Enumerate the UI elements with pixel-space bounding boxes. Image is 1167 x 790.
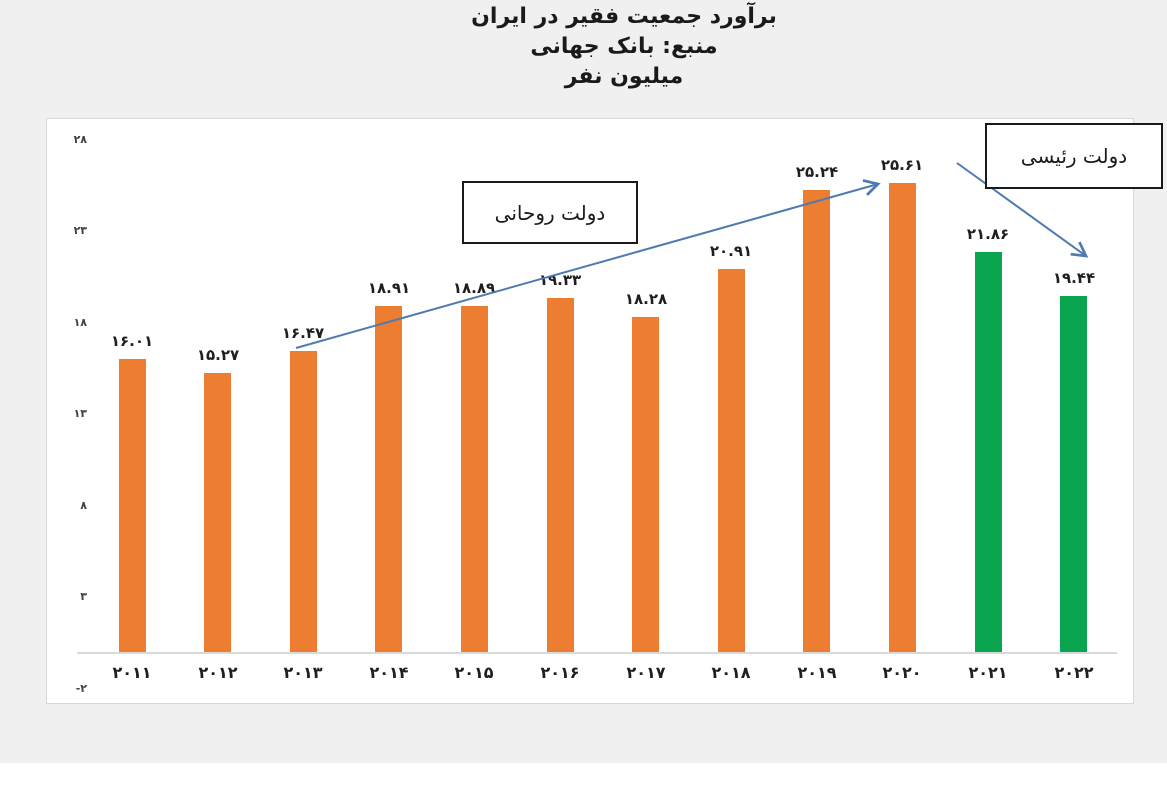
chart-source-line: منبع: بانک جهانی [530, 34, 718, 59]
bar-value-label: ۱۹.۴۴ [1052, 269, 1096, 287]
y-axis-tick-label: ۲۸ [73, 132, 87, 146]
chart-unit-label: میلیون نفر [564, 64, 684, 89]
x-axis-year-label: ۲۰۲۱ [968, 663, 1008, 682]
bar-2018 [718, 269, 745, 652]
y-axis-tick-label: ۱۸ [73, 315, 87, 329]
bar-value-label: ۲۱.۸۶ [966, 225, 1010, 243]
bar-value-label: ۲۵.۶۱ [880, 156, 924, 174]
x-axis-baseline [77, 652, 1117, 654]
y-axis-tick-label: ۸ [80, 498, 87, 512]
y-axis-tick-label: -۲ [75, 681, 87, 695]
bar-value-label: ۱۶.۴۷ [281, 324, 325, 342]
bar-2017 [632, 317, 659, 652]
annotation-raisi-government: دولت رئیسی [985, 123, 1163, 189]
bar-value-label: ۱۹.۳۳ [538, 271, 582, 289]
x-axis-year-label: ۲۰۱۷ [626, 663, 666, 682]
bar-value-label: ۱۶.۰۱ [110, 332, 154, 350]
x-axis-year-label: ۲۰۱۹ [797, 663, 837, 682]
x-axis-year-label: ۲۰۱۴ [369, 663, 409, 682]
bar-value-label: ۱۸.۹۱ [367, 279, 411, 297]
bar-2013 [290, 351, 317, 652]
bar-2011 [119, 359, 146, 652]
bar-2020 [889, 183, 916, 652]
bar-value-label: ۲۵.۲۴ [795, 163, 839, 181]
bar-2016 [547, 298, 574, 652]
bar-2014 [375, 306, 402, 652]
x-axis-year-label: ۲۰۱۱ [112, 663, 152, 682]
bar-value-label: ۲۰.۹۱ [709, 242, 753, 260]
bar-2015 [461, 306, 488, 652]
bar-2019 [803, 190, 830, 652]
bar-value-label: ۱۸.۸۹ [452, 279, 496, 297]
x-axis-year-label: ۲۰۱۲ [198, 663, 238, 682]
chart-title: برآورد جمعیت فقیر در ایران [471, 4, 777, 29]
x-axis-year-label: ۲۰۱۵ [454, 663, 494, 682]
x-axis-year-label: ۲۰۱۸ [711, 663, 751, 682]
x-axis-year-label: ۲۰۲۲ [1054, 663, 1094, 682]
bar-value-label: ۱۵.۲۷ [196, 346, 240, 364]
bar-2022 [1060, 296, 1087, 652]
bar-2012 [204, 373, 231, 652]
bar-2021 [975, 252, 1002, 652]
x-axis-year-label: ۲۰۱۶ [540, 663, 580, 682]
y-axis-tick-label: ۱۳ [73, 407, 87, 421]
y-axis-tick-label: ۳ [80, 590, 87, 604]
annotation-rouhani-government: دولت روحانی [462, 181, 638, 244]
x-axis-year-label: ۲۰۱۳ [283, 663, 323, 682]
chart-title-block: برآورد جمعیت فقیر در ایران منبع: بانک جه… [324, 2, 924, 92]
y-axis-tick-label: ۲۳ [73, 224, 87, 238]
bar-value-label: ۱۸.۲۸ [624, 290, 668, 308]
x-axis-year-label: ۲۰۲۰ [882, 663, 922, 682]
